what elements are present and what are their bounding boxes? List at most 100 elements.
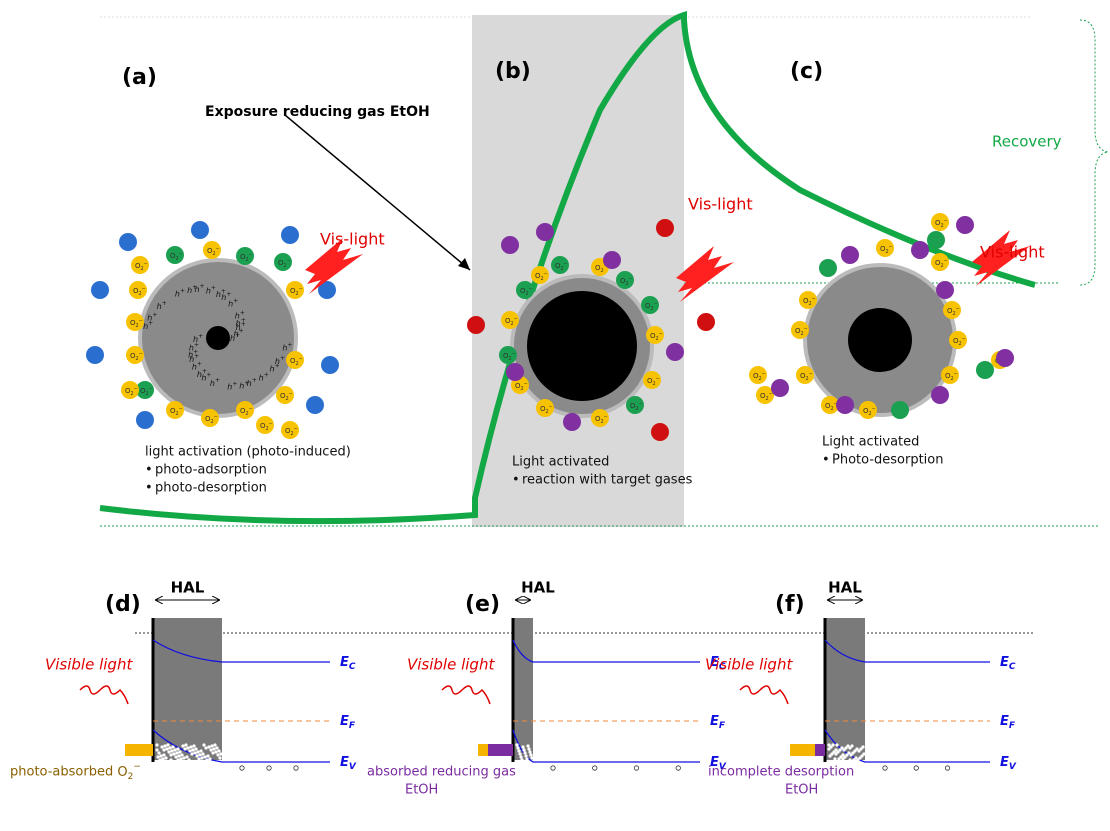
exposure-region xyxy=(472,15,684,527)
adsorbate-note: EtOH xyxy=(785,783,818,798)
adsorbate xyxy=(563,413,581,431)
hole-dot xyxy=(180,753,183,756)
text-part: − xyxy=(629,276,633,282)
hal-label: HAL xyxy=(521,579,555,597)
hole-dot xyxy=(212,747,215,750)
bullet: • xyxy=(512,473,520,488)
hole-dot xyxy=(842,748,845,751)
hole-dot xyxy=(162,753,165,756)
text-part: O xyxy=(117,765,127,780)
text-part: C xyxy=(349,662,356,672)
text-part: − xyxy=(133,762,141,772)
adsorbate xyxy=(697,313,715,331)
energy-level-label: EV xyxy=(340,755,357,772)
adsorbate xyxy=(86,346,104,364)
text-part: E xyxy=(340,714,349,729)
adsorbate-note: absorbed reducing gas xyxy=(367,765,516,780)
adsorbate xyxy=(321,356,339,374)
adsorbate xyxy=(191,221,209,239)
text-part: − xyxy=(249,406,253,412)
text-part: E xyxy=(340,655,349,670)
text-part: − xyxy=(216,246,220,252)
hole-dot xyxy=(186,746,189,749)
hole-dot xyxy=(213,743,216,746)
hole-dot xyxy=(201,752,204,755)
adsorbate xyxy=(603,251,621,269)
text-part: − xyxy=(944,218,948,224)
recovery-label: Recovery xyxy=(992,133,1062,151)
adsorbate xyxy=(891,401,909,419)
hole-dot xyxy=(166,743,169,746)
text-part: − xyxy=(654,301,658,307)
hole-dot xyxy=(167,750,170,753)
bullet: • xyxy=(145,481,153,496)
text-part: − xyxy=(544,271,548,277)
hole-dot xyxy=(155,743,158,746)
adsorbate xyxy=(771,379,789,397)
adsorbate-bar xyxy=(790,744,815,756)
hole-dot xyxy=(158,758,161,761)
hole-dot xyxy=(841,757,844,760)
text-part: − xyxy=(524,381,528,387)
text-part: E xyxy=(710,714,719,729)
hole-dot xyxy=(162,748,165,751)
panel-label: (a) xyxy=(122,65,157,90)
text-part: + xyxy=(264,371,269,378)
hole-dot xyxy=(517,749,520,752)
particle-core xyxy=(527,291,637,401)
bullet: • xyxy=(822,453,830,468)
text-part: − xyxy=(944,258,948,264)
hole-dot xyxy=(187,758,190,761)
diagram: Exposure reducing gas EtOH Recovery h+h+… xyxy=(0,0,1110,831)
hole-dot xyxy=(211,751,214,754)
adsorbate xyxy=(927,231,945,249)
adsorbate xyxy=(976,361,994,379)
hole-dot xyxy=(195,754,198,757)
free-hole xyxy=(294,766,298,770)
text-part: + xyxy=(215,376,220,383)
text-part: + xyxy=(193,348,198,355)
hole-dot xyxy=(848,758,851,761)
hole-dot xyxy=(159,754,162,757)
text-part: + xyxy=(206,371,211,378)
panel-label: (b) xyxy=(495,59,531,84)
hole-dot xyxy=(175,751,178,754)
hole-dot xyxy=(188,749,191,752)
visible-light: Visible light xyxy=(407,656,495,674)
text-part: − xyxy=(804,326,808,332)
energy-level-label: EV xyxy=(1000,755,1017,772)
conduction-band xyxy=(513,640,700,662)
text-part: − xyxy=(512,351,516,357)
text-part: C xyxy=(1009,662,1016,672)
hole-dot xyxy=(219,752,222,755)
text-part: − xyxy=(269,421,273,427)
adsorbate-note: EtOH xyxy=(405,783,438,798)
hole-dot xyxy=(518,752,521,755)
hole-dot xyxy=(209,748,212,751)
adsorbate xyxy=(666,343,684,361)
hole-dot xyxy=(206,754,209,757)
adsorbate xyxy=(136,411,154,429)
hole-dot xyxy=(164,756,167,759)
text-part: − xyxy=(962,336,966,342)
hole-dot xyxy=(155,748,158,751)
hole-dot xyxy=(207,745,210,748)
hole-dot xyxy=(174,755,177,758)
hal-label: HAL xyxy=(828,579,862,597)
text-part: + xyxy=(280,355,285,362)
panel-label: (d) xyxy=(105,592,141,617)
hole-dot xyxy=(200,756,203,759)
adsorbate xyxy=(996,349,1014,367)
hole-dot xyxy=(216,753,219,756)
caption-bullet: reaction with target gases xyxy=(522,473,693,488)
text-part: − xyxy=(214,414,218,420)
adsorbate xyxy=(306,396,324,414)
hole-dot xyxy=(218,756,221,759)
text-part: + xyxy=(197,360,202,367)
text-part: + xyxy=(162,299,167,306)
hole-dot xyxy=(523,751,526,754)
text-part: + xyxy=(211,284,216,291)
text-part: − xyxy=(809,371,813,377)
adsorbate xyxy=(936,281,954,299)
text-part: − xyxy=(134,386,138,392)
